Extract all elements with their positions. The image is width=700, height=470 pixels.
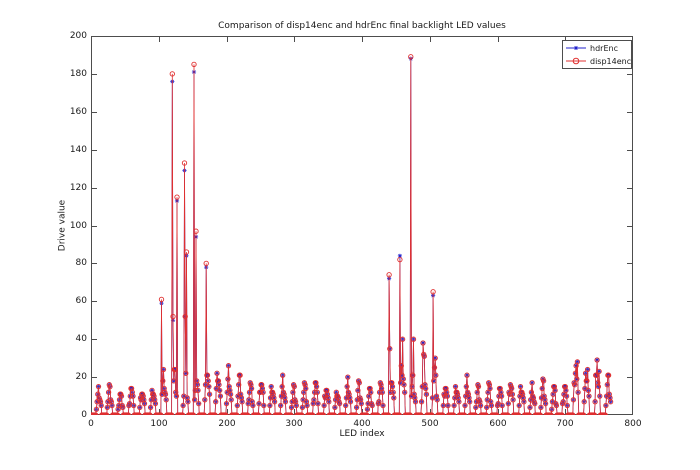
legend-label-hdrenc: hdrEnc bbox=[590, 43, 618, 53]
disp14enc-series bbox=[91, 54, 614, 415]
x-axis-label: LED index bbox=[339, 429, 385, 439]
y-tick-label: 120 bbox=[69, 183, 87, 193]
legend-label-disp14enc: disp14enc bbox=[590, 56, 632, 66]
plot-title: Comparison of disp14enc and hdrEnc final… bbox=[218, 21, 506, 31]
hdrenc-series bbox=[91, 56, 613, 415]
y-tick-label: 80 bbox=[75, 258, 87, 268]
legend-entry-hdrenc: hdrEnc bbox=[566, 42, 631, 54]
x-tick-label: 100 bbox=[150, 419, 168, 429]
legend-entry-disp14enc: disp14enc bbox=[566, 55, 631, 67]
y-tick-label: 40 bbox=[75, 334, 87, 344]
y-tick-label: 140 bbox=[69, 145, 87, 155]
x-tick-label: 700 bbox=[556, 419, 574, 429]
x-tick-label: 300 bbox=[285, 419, 303, 429]
y-tick-label: 180 bbox=[69, 69, 87, 79]
tick-marks bbox=[91, 36, 633, 415]
x-tick-label: 0 bbox=[88, 419, 94, 429]
y-tick-label: 100 bbox=[69, 221, 87, 231]
x-tick-label: 800 bbox=[624, 419, 642, 429]
y-tick-label: 200 bbox=[69, 31, 87, 41]
y-tick-label: 60 bbox=[75, 296, 87, 306]
x-tick-label: 400 bbox=[353, 419, 371, 429]
x-tick-label: 200 bbox=[218, 419, 236, 429]
legend: hdrEnc disp14enc bbox=[562, 40, 632, 69]
plot-area bbox=[91, 36, 633, 415]
y-tick-label: 20 bbox=[75, 372, 87, 382]
y-tick-label: 0 bbox=[81, 410, 87, 420]
hdrenc-line-marker-icon bbox=[566, 46, 586, 50]
x-tick-label: 600 bbox=[489, 419, 507, 429]
x-tick-label: 500 bbox=[421, 419, 439, 429]
disp14enc-line-marker-icon bbox=[566, 57, 586, 65]
y-tick-label: 160 bbox=[69, 107, 87, 117]
